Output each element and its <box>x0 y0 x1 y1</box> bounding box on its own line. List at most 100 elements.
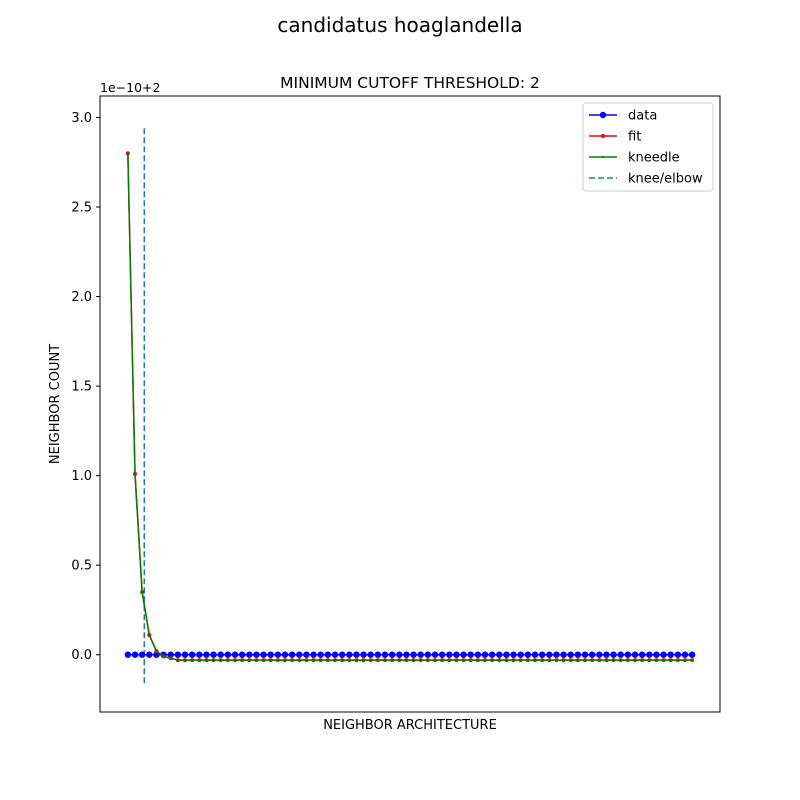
data-point-kneedle <box>262 658 265 662</box>
data-point-data <box>210 651 217 658</box>
x-axis-label: NEIGHBOR ARCHITECTURE <box>323 718 497 733</box>
data-point-data <box>188 651 196 658</box>
data-point-data <box>510 651 517 658</box>
data-point-data <box>324 651 332 658</box>
data-point-kneedle <box>319 658 322 662</box>
data-point-kneedle <box>533 658 537 662</box>
plot-area <box>124 128 696 684</box>
y-axis-label: NEIGHBOR COUNT <box>48 344 63 464</box>
data-point-data <box>374 651 382 658</box>
data-point-kneedle <box>641 658 644 662</box>
data-point-kneedle <box>619 658 622 662</box>
data-point-data <box>310 651 317 658</box>
data-point-data <box>203 651 210 658</box>
data-point-data <box>224 651 232 658</box>
data-point-data <box>688 651 696 658</box>
data-point-data <box>353 651 360 658</box>
data-point-data <box>274 651 282 658</box>
data-point-data <box>317 651 324 658</box>
y-axis-ticks: 0.0 0.5 1.0 1.5 2.0 2.5 3.0 <box>71 111 100 663</box>
data-point-kneedle <box>476 658 479 662</box>
data-point-data <box>567 651 574 658</box>
data-point-kneedle <box>291 658 294 662</box>
data-point-data <box>603 651 610 658</box>
data-point-kneedle <box>548 658 551 662</box>
data-point-data <box>624 651 632 658</box>
data-point-kneedle <box>162 655 165 658</box>
data-point-kneedle <box>241 658 244 662</box>
data-point-data <box>524 651 532 658</box>
data-point-data <box>460 651 467 658</box>
data-point-data <box>381 651 389 658</box>
data-point-data <box>231 651 239 658</box>
data-point-kneedle <box>519 658 522 662</box>
data-point-data <box>538 651 546 658</box>
data-point-kneedle <box>569 658 572 662</box>
data-point-kneedle <box>412 658 415 662</box>
data-point-data <box>360 651 367 658</box>
data-point-kneedle <box>541 658 544 662</box>
data-point-kneedle <box>462 658 465 662</box>
data-point-kneedle <box>562 658 565 662</box>
figure-suptitle: candidatus hoaglandella <box>277 13 522 37</box>
data-point-kneedle <box>169 657 172 660</box>
data-point-data <box>496 651 503 658</box>
data-point-kneedle <box>583 658 587 662</box>
data-point-kneedle <box>448 658 451 662</box>
data-point-kneedle <box>598 658 601 662</box>
data-point-kneedle <box>269 658 272 662</box>
data-point-kneedle <box>526 658 529 662</box>
data-point-data <box>146 651 153 658</box>
y-tick-label: 1.5 <box>71 380 92 395</box>
data-point-data <box>124 651 132 658</box>
series-kneedle <box>126 152 694 662</box>
y-tick-label: 2.0 <box>71 290 92 305</box>
data-point-data <box>503 651 510 658</box>
data-point-kneedle <box>326 658 329 662</box>
data-point-kneedle <box>183 658 187 662</box>
y-tick-label: 0.0 <box>71 648 92 663</box>
data-point-data <box>367 651 374 658</box>
y-tick-label: 1.0 <box>71 469 92 484</box>
data-point-kneedle <box>391 658 394 662</box>
data-point-kneedle <box>576 658 579 662</box>
data-point-data <box>646 651 653 658</box>
data-point-data <box>288 651 296 658</box>
data-point-data <box>403 651 410 658</box>
data-point-kneedle <box>133 472 137 475</box>
data-point-data <box>167 651 174 658</box>
data-point-data <box>281 651 289 658</box>
series-data <box>124 651 696 658</box>
data-point-data <box>410 651 417 658</box>
data-point-kneedle <box>126 152 129 155</box>
data-point-kneedle <box>148 633 151 637</box>
data-point-kneedle <box>605 658 608 662</box>
data-point-data <box>546 651 553 658</box>
data-point-kneedle <box>212 658 215 662</box>
data-point-kneedle <box>305 658 308 662</box>
data-point-data <box>467 651 474 658</box>
data-point-data <box>553 651 560 658</box>
data-point-data <box>596 651 603 658</box>
data-point-data <box>574 651 582 658</box>
data-point-data <box>217 651 224 658</box>
data-point-kneedle <box>676 658 679 662</box>
data-point-data <box>267 651 274 658</box>
data-point-data <box>431 651 439 658</box>
data-point-kneedle <box>198 658 201 662</box>
data-point-data <box>396 651 403 658</box>
legend-marker <box>601 155 605 159</box>
data-point-kneedle <box>226 658 229 662</box>
data-point-kneedle <box>626 658 629 662</box>
data-point-kneedle <box>312 658 315 662</box>
data-point-data <box>531 651 539 658</box>
data-point-kneedle <box>662 658 665 662</box>
data-point-kneedle <box>205 658 208 662</box>
data-point-kneedle <box>219 658 222 662</box>
data-point-data <box>631 651 639 658</box>
legend-marker <box>601 134 605 138</box>
data-point-data <box>246 651 253 658</box>
data-point-kneedle <box>419 658 422 662</box>
data-point-kneedle <box>441 658 444 662</box>
data-point-data <box>667 651 674 658</box>
